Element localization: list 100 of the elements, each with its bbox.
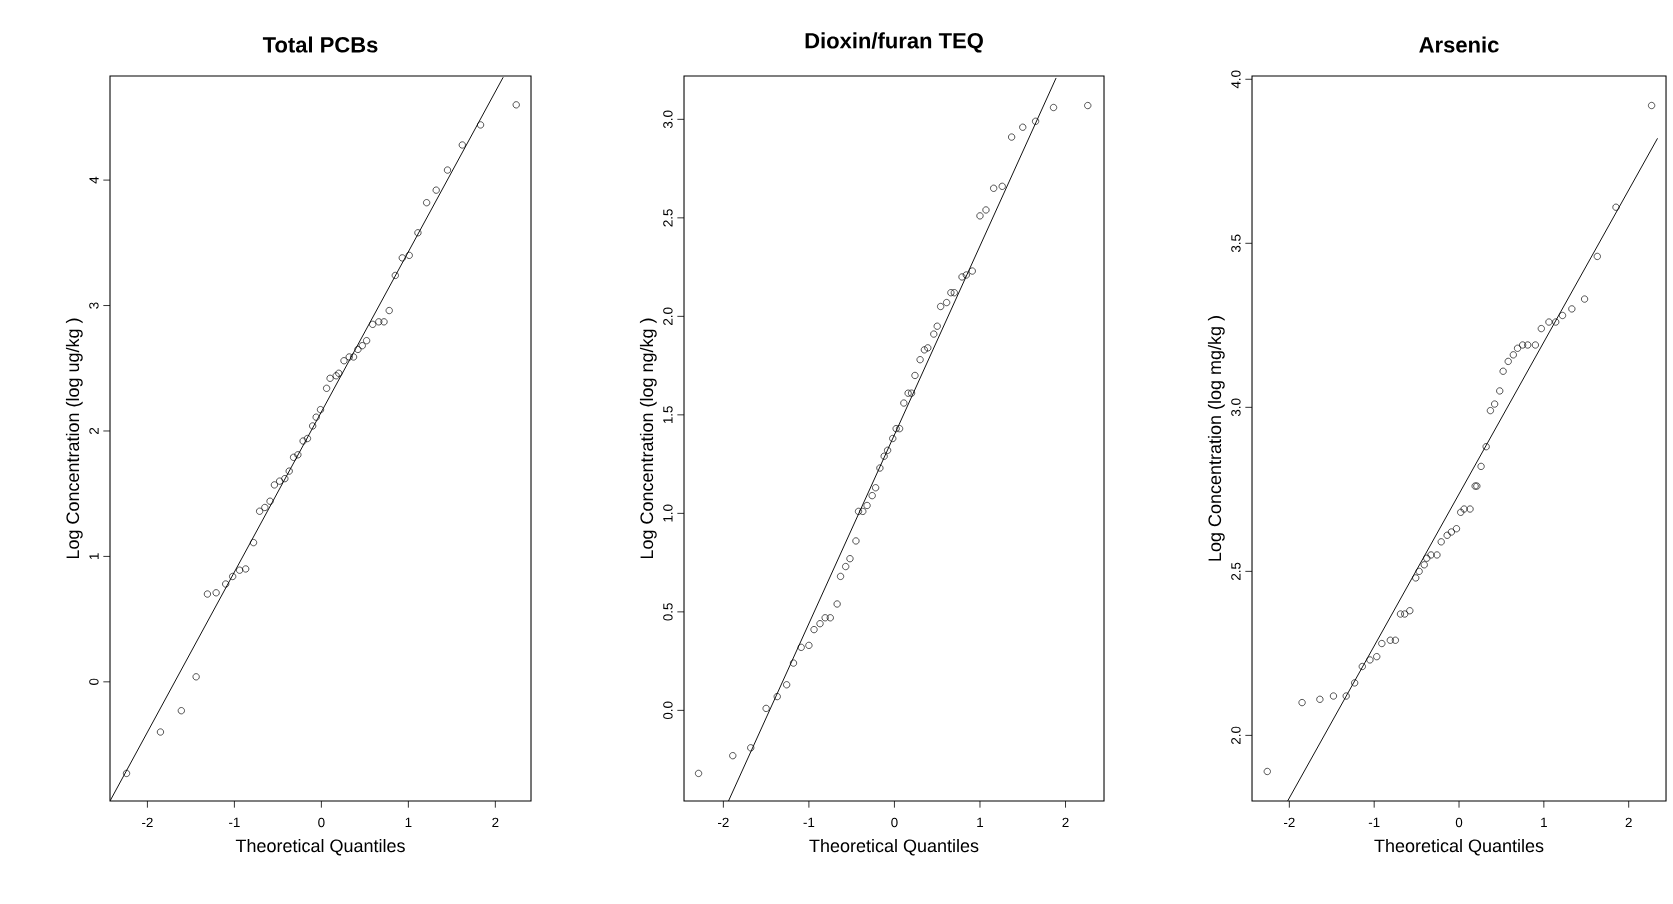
point (203, 590, 211, 598)
point (1552, 318, 1560, 326)
point (947, 289, 955, 297)
point (414, 229, 422, 237)
y-tick-label: 0.0 (663, 701, 673, 720)
point (1491, 400, 1499, 408)
point (1443, 531, 1451, 539)
y-axis-title: Log Concentration (log ug/kg ) (65, 318, 83, 559)
x-tick-label: 0 (1455, 817, 1463, 828)
x-tick-label: 2 (492, 817, 499, 828)
point (1477, 462, 1485, 470)
x-tick-label: -2 (718, 817, 729, 828)
point (1509, 351, 1517, 359)
x-tick-label: 0 (318, 817, 325, 828)
point (908, 389, 916, 397)
point (1298, 699, 1306, 707)
point (1504, 357, 1512, 365)
y-tick-label: 2 (89, 427, 99, 435)
point (1482, 443, 1490, 451)
point (358, 342, 366, 350)
point (512, 101, 520, 109)
point (982, 206, 990, 214)
x-tick-label: 1 (977, 817, 984, 827)
point (1433, 551, 1441, 559)
point (432, 186, 440, 194)
x-axis-title: Theoretical Quantiles (809, 838, 979, 856)
point (911, 371, 919, 379)
point (1524, 341, 1532, 349)
point (762, 704, 770, 712)
point (816, 620, 824, 628)
point (1519, 341, 1527, 349)
point (916, 356, 924, 364)
point (859, 507, 867, 515)
point (1531, 341, 1539, 349)
point (747, 744, 755, 752)
point (1612, 203, 1620, 211)
point (1050, 103, 1058, 112)
point (892, 425, 900, 433)
x-tick-label: -1 (1368, 817, 1380, 827)
x-tick-label: 1 (405, 817, 412, 827)
point (192, 673, 200, 681)
point (354, 345, 362, 353)
point (797, 643, 805, 651)
point (837, 572, 845, 580)
point (1499, 367, 1507, 375)
point (880, 452, 888, 460)
point (962, 271, 970, 279)
point (998, 182, 1006, 190)
point (276, 477, 284, 485)
point (1447, 528, 1455, 536)
point (1329, 692, 1337, 700)
point (294, 451, 302, 459)
point (1342, 692, 1350, 700)
point (222, 580, 230, 588)
y-tick-label: 3.5 (1231, 234, 1241, 253)
point (900, 399, 908, 407)
point (976, 212, 984, 220)
point (872, 484, 880, 492)
point (990, 184, 998, 192)
point (1593, 252, 1601, 260)
point (773, 693, 781, 701)
point (1391, 636, 1399, 644)
point (930, 330, 938, 338)
point (340, 357, 348, 365)
point (1366, 656, 1374, 664)
point (281, 475, 289, 483)
point (810, 626, 818, 634)
point (1457, 508, 1465, 516)
point (1396, 610, 1405, 618)
point (335, 369, 343, 377)
point (405, 251, 413, 259)
point (299, 437, 307, 445)
point (1537, 325, 1545, 333)
x-tick-label: 2 (1062, 817, 1069, 828)
point (229, 572, 237, 581)
point (261, 503, 269, 512)
y-tick-label: 1 (89, 553, 99, 560)
point (309, 422, 317, 430)
x-tick-label: -1 (229, 817, 240, 827)
point (1415, 567, 1423, 575)
point (863, 501, 871, 510)
point (1378, 639, 1386, 648)
point (1351, 679, 1359, 687)
point (1558, 311, 1567, 320)
point (950, 289, 958, 297)
y-tick-label: 0 (89, 678, 99, 686)
x-axis-title: Theoretical Quantiles (235, 838, 405, 856)
point (375, 318, 383, 326)
x-tick-label: -2 (1284, 817, 1295, 828)
point (1460, 505, 1468, 513)
point (937, 302, 945, 311)
point (285, 467, 293, 475)
point (1316, 695, 1324, 703)
point (1496, 387, 1504, 395)
point (1263, 767, 1271, 776)
point (249, 539, 258, 547)
point (423, 199, 431, 207)
point (380, 318, 388, 326)
point (123, 769, 131, 777)
point (805, 641, 813, 649)
